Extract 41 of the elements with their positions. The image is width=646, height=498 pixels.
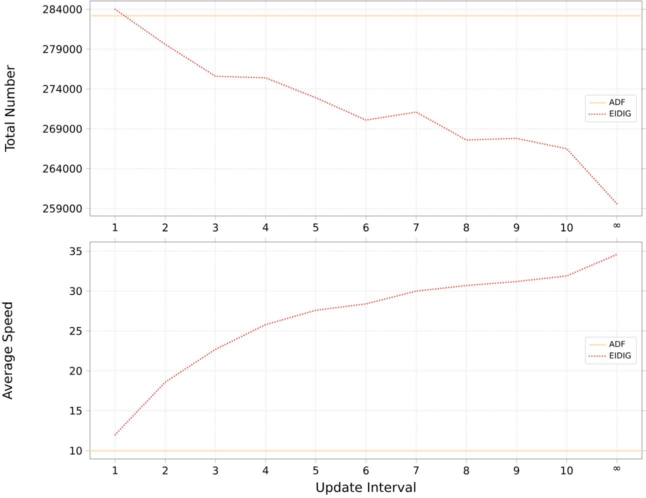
y-tick-label: 269000 <box>43 124 82 133</box>
y-tick-label: 20 <box>70 366 82 375</box>
x-tick-label: 4 <box>262 466 268 474</box>
legend-label: ADF <box>609 99 625 105</box>
x-tick-label: 3 <box>212 224 218 232</box>
x-tick-label: 9 <box>514 224 520 232</box>
x-tick-label: 6 <box>363 224 369 232</box>
x-tick-label: 9 <box>514 466 520 474</box>
x-tick-label: ∞ <box>614 466 620 470</box>
legend-label: ADF <box>609 341 625 347</box>
legend-label: EIDIG <box>610 352 631 358</box>
x-tick-label: 2 <box>162 466 168 474</box>
y-tick-label: 10 <box>70 446 82 455</box>
x-tick-label: 5 <box>313 224 318 232</box>
x-tick-label: 10 <box>561 224 573 232</box>
y-tick-label: 274000 <box>43 84 82 93</box>
x-tick-label: 10 <box>561 466 573 474</box>
x-tick-label: 2 <box>162 224 168 232</box>
y-tick-label: 279000 <box>43 45 82 54</box>
y-tick-label: 259000 <box>43 204 82 212</box>
y-axis-title: Total Number <box>4 65 15 152</box>
y-tick-label: 264000 <box>43 164 82 173</box>
x-tick-label: 8 <box>464 466 469 474</box>
y-tick-label: 284000 <box>43 5 82 14</box>
y-tick-label: 15 <box>70 406 82 415</box>
x-tick-label: 1 <box>112 224 118 232</box>
x-tick-label: 5 <box>313 466 318 474</box>
y-tick-label: 25 <box>70 327 82 335</box>
x-tick-label: 8 <box>464 224 469 232</box>
x-tick-label: 4 <box>262 224 268 232</box>
x-axis-title: Update Interval <box>316 482 416 495</box>
y-tick-label: 30 <box>70 287 82 296</box>
x-tick-label: 1 <box>112 466 118 474</box>
y-tick-label: 35 <box>70 247 82 256</box>
x-tick-label: 3 <box>212 466 218 474</box>
legend-label: EIDIG <box>610 110 631 116</box>
x-tick-label: 7 <box>414 466 419 474</box>
x-tick-label: ∞ <box>614 224 620 228</box>
y-axis-title: Average Speed <box>2 302 15 400</box>
x-tick-label: 7 <box>414 224 419 232</box>
x-tick-label: 6 <box>363 466 369 474</box>
